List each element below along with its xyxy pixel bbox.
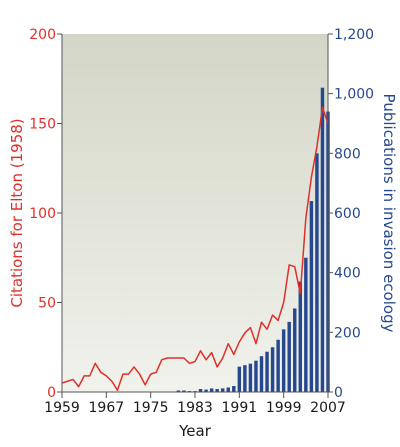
publication-bar <box>237 366 242 392</box>
x-tick-label: 1991 <box>222 400 258 416</box>
publication-bar <box>259 356 264 392</box>
citations-line-layer <box>61 106 329 391</box>
left-axis-label: Citations for Elton (1958) <box>8 118 26 307</box>
x-tick-label: 1967 <box>89 400 125 416</box>
publication-bar <box>309 201 314 392</box>
right-tick-label: 1,200 <box>334 27 374 43</box>
publication-bar <box>209 388 214 392</box>
publication-bar <box>320 87 325 392</box>
x-tick-label: 1959 <box>44 400 80 416</box>
left-tick-label: 150 <box>29 117 56 133</box>
publication-bar <box>293 308 297 392</box>
publication-bar <box>204 389 208 392</box>
left-tick-label: 200 <box>29 27 56 43</box>
right-tick-label: 0 <box>334 385 343 401</box>
x-axis-ticks: 1959 1967 1975 1983 1991 1999 2007 <box>44 392 346 416</box>
right-tick-label: 800 <box>334 146 361 162</box>
right-tick-label: 600 <box>334 206 361 222</box>
publication-bar <box>265 351 269 392</box>
publication-bar <box>182 390 186 392</box>
publication-bar <box>232 386 236 392</box>
publication-bar <box>270 347 275 392</box>
publication-bar <box>287 321 291 392</box>
left-axis-ticks: 0 50 100 150 200 <box>29 27 62 401</box>
left-tick-label: 50 <box>38 296 56 312</box>
left-tick-label: 100 <box>29 206 56 222</box>
publication-bar <box>215 389 219 392</box>
right-tick-label: 1,000 <box>334 87 374 103</box>
right-tick-label: 200 <box>334 325 361 341</box>
citations-line <box>61 106 329 391</box>
right-axis-label: Publications in invasion ecology <box>380 94 398 333</box>
left-tick-label: 0 <box>47 385 56 401</box>
publication-bar <box>220 388 225 392</box>
x-tick-label: 1999 <box>266 400 302 416</box>
publication-bar <box>226 387 230 392</box>
publication-bar <box>198 389 203 392</box>
publication-bar <box>243 365 247 392</box>
x-tick-label: 1983 <box>177 400 213 416</box>
publication-bar <box>298 281 303 392</box>
publication-bar <box>281 329 286 392</box>
x-axis-label: Year <box>178 422 212 440</box>
x-tick-label: 2007 <box>310 400 346 416</box>
publication-bar <box>176 390 181 392</box>
right-axis-ticks: 0 200 400 600 800 1,000 1,200 <box>328 27 374 401</box>
x-tick-label: 1975 <box>133 400 169 416</box>
publication-bar <box>276 339 280 392</box>
publication-bar <box>254 360 258 392</box>
publication-bar <box>304 257 308 392</box>
publication-bar <box>315 153 319 392</box>
right-tick-label: 400 <box>334 266 361 282</box>
publication-bar <box>248 363 253 392</box>
